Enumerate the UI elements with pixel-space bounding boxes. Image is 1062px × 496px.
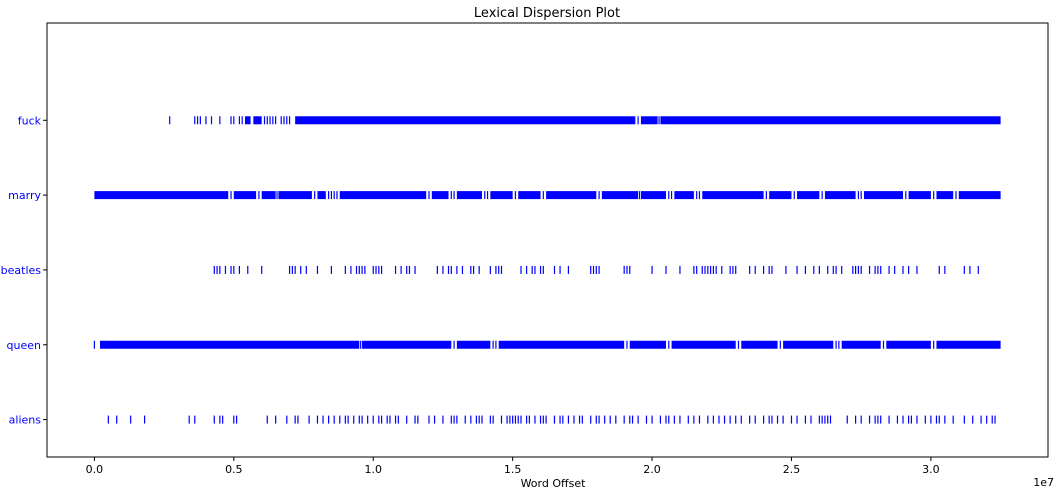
occurrence-band bbox=[317, 191, 326, 200]
occurrence-band bbox=[362, 340, 452, 349]
x-axis-offset-label: 1e7 bbox=[1033, 476, 1054, 489]
y-tick-label-aliens: aliens bbox=[9, 414, 42, 427]
occurrence-band bbox=[253, 116, 262, 125]
occurrence-band bbox=[601, 191, 639, 200]
series-fuck bbox=[169, 116, 1001, 125]
occurrence-band bbox=[841, 340, 881, 349]
occurrence-band bbox=[99, 340, 360, 349]
occurrence-band bbox=[674, 191, 694, 200]
occurrence-band bbox=[629, 340, 667, 349]
occurrence-band bbox=[660, 116, 1001, 125]
series-beatles bbox=[213, 265, 979, 274]
occurrence-band bbox=[640, 191, 667, 200]
series-aliens bbox=[107, 415, 996, 424]
occurrence-band bbox=[936, 191, 954, 200]
chart-title: Lexical Dispersion Plot bbox=[474, 6, 620, 21]
occurrence-band bbox=[295, 116, 636, 125]
occurrence-band bbox=[908, 191, 931, 200]
occurrence-band bbox=[783, 340, 834, 349]
occurrence-band bbox=[769, 191, 792, 200]
dispersion-marks bbox=[93, 116, 1001, 424]
occurrence-band bbox=[498, 340, 625, 349]
x-tick-label: 0.5 bbox=[225, 463, 243, 476]
y-tick-label-fuck: fuck bbox=[18, 114, 42, 127]
x-tick-label: 2.5 bbox=[783, 463, 801, 476]
occurrence-band bbox=[936, 340, 1001, 349]
occurrence-band bbox=[518, 191, 541, 200]
plot-area bbox=[46, 22, 1049, 458]
occurrence-band bbox=[456, 191, 482, 200]
occurrence-band bbox=[456, 340, 491, 349]
occurrence-band bbox=[702, 191, 764, 200]
series-marry bbox=[94, 191, 1001, 200]
occurrence-band bbox=[233, 191, 257, 200]
occurrence-band bbox=[546, 191, 597, 200]
x-axis-label: Word Offset bbox=[521, 477, 587, 490]
series-queen bbox=[93, 340, 1001, 349]
occurrence-band bbox=[824, 191, 856, 200]
occurrence-band bbox=[261, 191, 276, 200]
y-tick-label-marry: marry bbox=[8, 189, 41, 202]
occurrence-band bbox=[797, 191, 820, 200]
occurrence-band bbox=[863, 191, 904, 200]
y-axis-ticks: fuck marry beatles queen aliens bbox=[1, 114, 47, 427]
y-tick-label-queen: queen bbox=[7, 339, 41, 352]
x-tick-label: 2.0 bbox=[643, 463, 661, 476]
occurrence-band bbox=[886, 340, 931, 349]
x-tick-label: 3.0 bbox=[922, 463, 940, 476]
occurrence-band bbox=[671, 340, 736, 349]
occurrence-band bbox=[244, 116, 251, 125]
occurrence-band bbox=[490, 191, 513, 200]
occurrence-band bbox=[958, 191, 1001, 200]
occurrence-band bbox=[431, 191, 449, 200]
x-axis-ticks: 0.0 0.5 1.0 1.5 2.0 2.5 3.0 bbox=[86, 457, 940, 476]
occurrence-band bbox=[94, 191, 229, 200]
occurrence-band bbox=[640, 116, 658, 125]
y-tick-label-beatles: beatles bbox=[1, 264, 42, 277]
x-tick-label: 1.5 bbox=[504, 463, 522, 476]
x-tick-label: 0.0 bbox=[86, 463, 104, 476]
occurrence-band bbox=[339, 191, 427, 200]
occurrence-band bbox=[278, 191, 312, 200]
x-tick-label: 1.0 bbox=[364, 463, 382, 476]
occurrence-band bbox=[741, 340, 778, 349]
